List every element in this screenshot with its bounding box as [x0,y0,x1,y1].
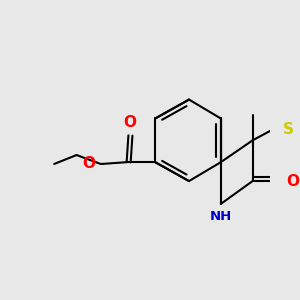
Text: O: O [123,115,136,130]
Text: O: O [82,156,95,171]
Text: O: O [286,174,300,189]
Text: NH: NH [210,210,232,223]
Text: S: S [283,122,294,137]
